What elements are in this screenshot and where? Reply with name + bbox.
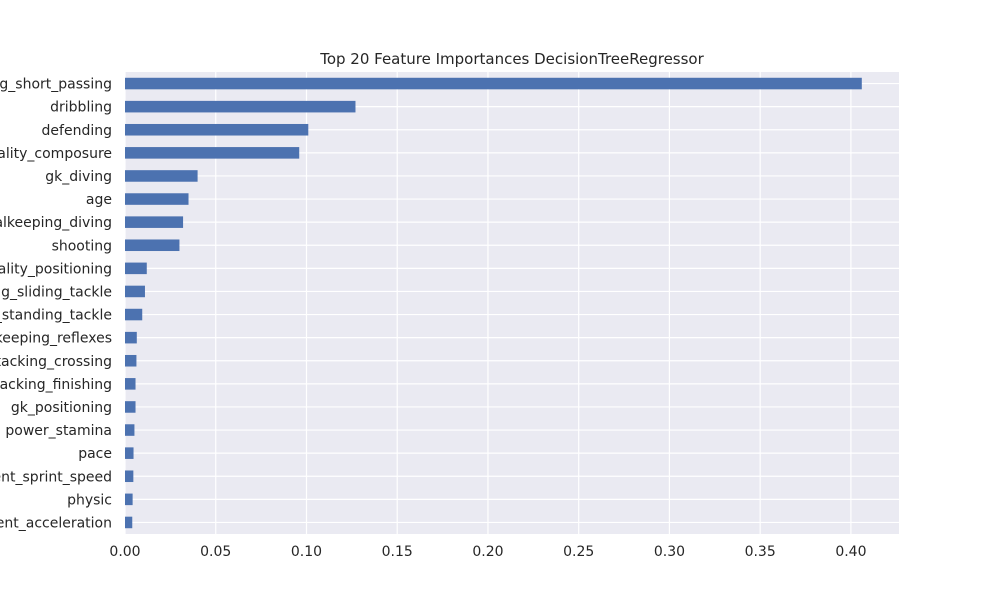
y-tick-label: tacking_finishing bbox=[0, 377, 112, 393]
chart-title: Top 20 Feature Importances DecisionTreeR… bbox=[319, 50, 704, 68]
y-tick-label: tality_positioning bbox=[0, 261, 112, 277]
bar-tacking_crossing bbox=[125, 354, 137, 367]
bar-_standing_tackle bbox=[125, 308, 143, 321]
y-tick-label: g_short_passing bbox=[0, 77, 112, 93]
x-tick-label: 0.05 bbox=[200, 544, 231, 560]
bar-g_short_passing bbox=[125, 77, 862, 90]
y-tick-label: pace bbox=[78, 446, 112, 462]
bar-defending bbox=[125, 123, 309, 136]
plot-area bbox=[125, 72, 899, 534]
y-tick-label: keeping_reflexes bbox=[0, 331, 112, 347]
y-tick-label: ent_acceleration bbox=[0, 515, 112, 531]
bar-shooting bbox=[125, 239, 180, 252]
bar-pace bbox=[125, 447, 134, 459]
y-tick-label: gk_positioning bbox=[11, 400, 112, 416]
bar-ent_sprint_speed bbox=[125, 470, 134, 483]
y-tick-labels: g_short_passing dribbling defending tality_… bbox=[0, 77, 112, 532]
y-tick-label: tacking_crossing bbox=[0, 354, 112, 370]
y-tick-label: tality_composure bbox=[0, 146, 112, 162]
y-tick-label: _standing_tackle bbox=[0, 308, 112, 324]
y-tick-label: age bbox=[86, 192, 112, 208]
x-tick-label: 0.20 bbox=[472, 544, 503, 560]
y-tick-label: shooting bbox=[52, 238, 112, 254]
bar-gk_diving bbox=[125, 170, 198, 182]
x-tick-labels: 0.00 0.05 0.10 0.15 0.20 0.25 0.30 0.35 0.40 bbox=[109, 544, 866, 560]
y-tick-label: power_stamina bbox=[5, 423, 112, 439]
bar-alkeeping_diving bbox=[125, 216, 184, 228]
bar-tality_composure bbox=[125, 147, 300, 159]
bar-ent_acceleration bbox=[125, 516, 133, 529]
bar-gk_positioning bbox=[125, 401, 136, 413]
x-tick-label: 0.35 bbox=[745, 544, 776, 560]
x-tick-label: 0.40 bbox=[835, 544, 866, 560]
x-tick-label: 0.25 bbox=[563, 544, 594, 560]
bars bbox=[125, 77, 862, 529]
bar-dribbling bbox=[125, 100, 356, 113]
y-tick-label: defending bbox=[42, 123, 112, 139]
bar-keeping_reflexes bbox=[125, 331, 137, 344]
bar-tacking_finishing bbox=[125, 378, 136, 390]
y-tick-label: gk_diving bbox=[45, 169, 112, 185]
bar-physic bbox=[125, 493, 133, 506]
x-tick-label: 0.00 bbox=[109, 544, 140, 560]
y-tick-label: physic bbox=[67, 492, 112, 508]
bar-power_stamina bbox=[125, 424, 135, 436]
y-tick-label: alkeeping_diving bbox=[0, 215, 112, 231]
y-tick-label: ng_sliding_tackle bbox=[0, 284, 112, 300]
bar-ng_sliding_tackle bbox=[125, 285, 145, 298]
y-tick-label: dribbling bbox=[50, 100, 112, 116]
x-tick-label: 0.10 bbox=[291, 544, 322, 560]
y-tick-label: ent_sprint_speed bbox=[0, 469, 112, 485]
x-tick-label: 0.15 bbox=[382, 544, 413, 560]
bar-tality_positioning bbox=[125, 262, 147, 275]
bar-age bbox=[125, 193, 189, 205]
x-tick-label: 0.30 bbox=[654, 544, 685, 560]
